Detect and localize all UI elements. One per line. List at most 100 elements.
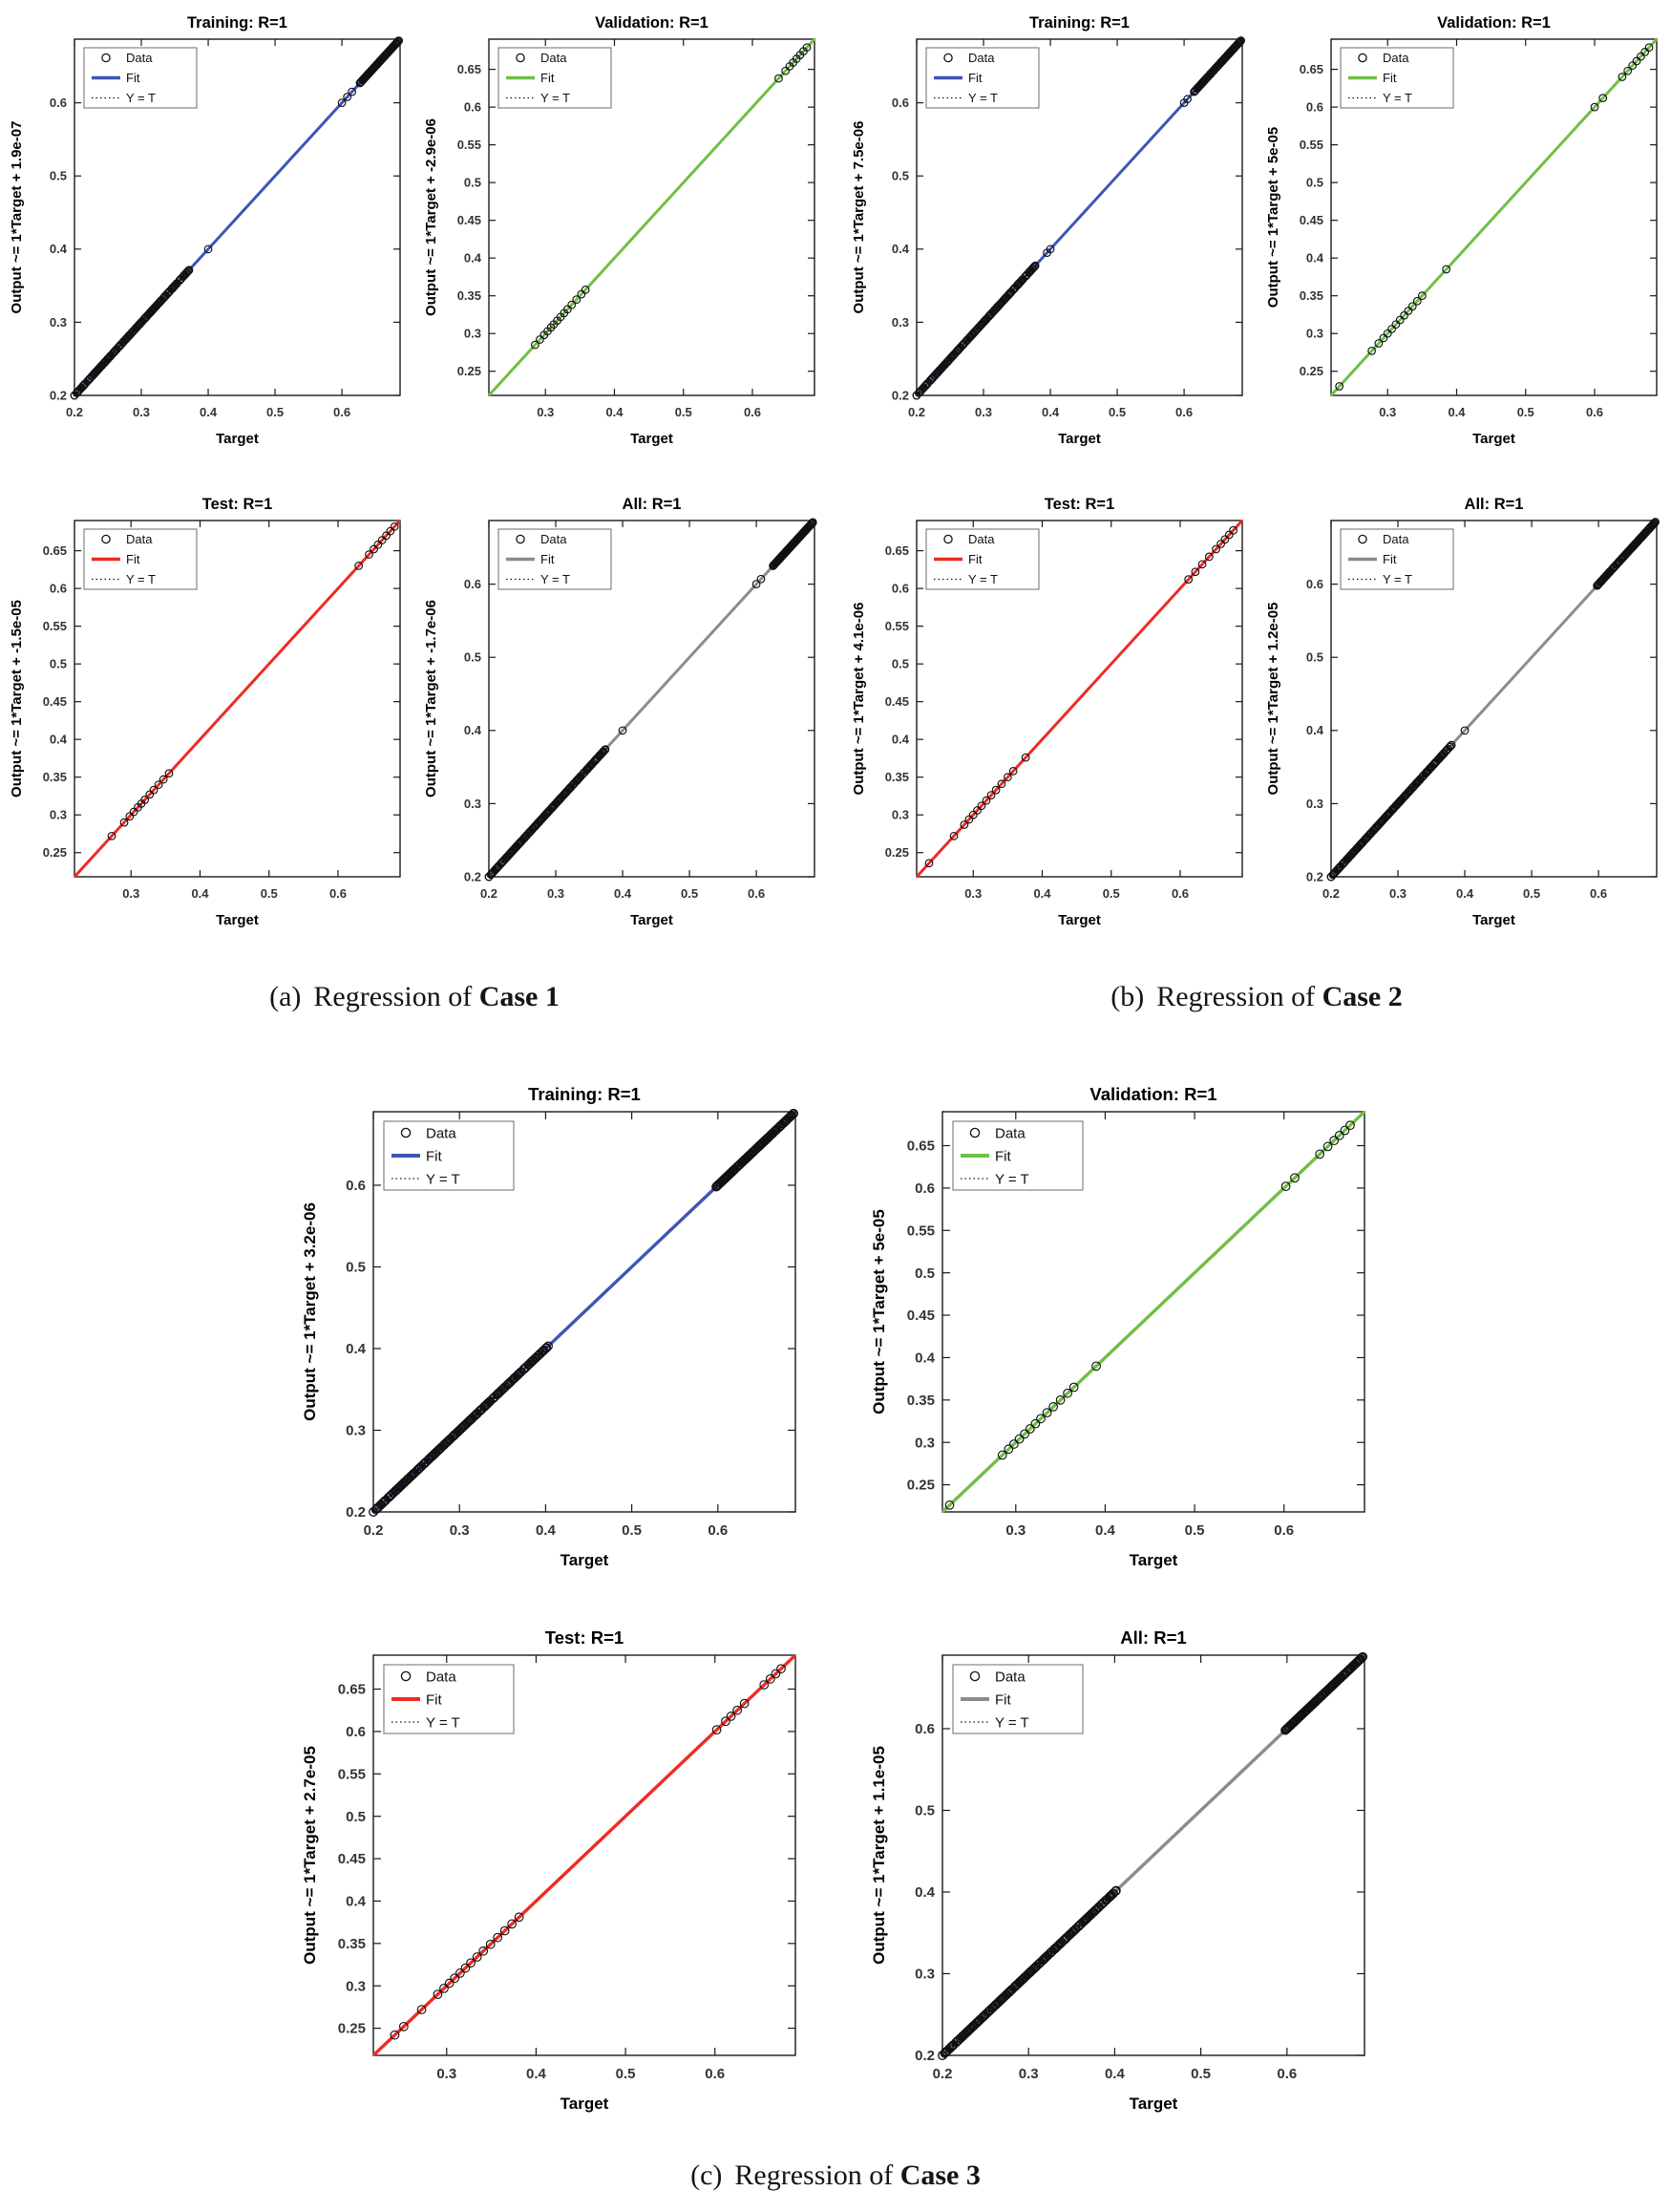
data-points	[531, 43, 812, 350]
x-tick-label: 0.5	[1185, 1522, 1205, 1539]
legend-label-data: Data	[1383, 51, 1409, 65]
legend: Data Fit Y = T	[83, 47, 198, 109]
y-tick-label: 0.5	[346, 1260, 366, 1276]
legend-label-data: Data	[426, 1125, 456, 1141]
y-tick-label: 0.3	[346, 1423, 366, 1439]
legend-label-yt: Y = T	[540, 572, 570, 586]
x-tick-label: 0.4	[1105, 2066, 1126, 2082]
legend-label-fit: Fit	[1383, 71, 1397, 85]
legend-data-marker-icon	[969, 1670, 981, 1682]
plot-cell: 0.2 0.3 0.4 0.5 0.6 0.2 0.3 0.4 0.5 0.6 Data Fit Y =…	[293, 1075, 809, 1577]
axes-frame	[372, 1654, 796, 2056]
y-tick-label: 0.5	[346, 1809, 366, 1825]
data-points	[484, 518, 817, 882]
y-axis-label: Output ~= 1*Target + 7.5e-06	[851, 121, 867, 314]
y-tick-label: 0.5	[50, 169, 67, 183]
x-tick-label: 0.5	[1517, 405, 1534, 419]
plot-cell: 0.3 0.4 0.5 0.6 0.25 0.3 0.35 0.4 0.45 0.5 0.55 0.6…	[1259, 6, 1669, 455]
caption-text: Regression of	[734, 2159, 894, 2191]
y-tick-label: 0.45	[43, 694, 67, 709]
x-tick-label: 0.4	[1448, 405, 1466, 419]
y-axis-label: Output ~= 1*Target + 5e-05	[1265, 127, 1281, 308]
y-tick-label: 0.55	[885, 619, 909, 633]
y-tick-label: 0.5	[1306, 176, 1323, 190]
y-tick-label: 0.4	[1306, 251, 1324, 266]
y-tick-label: 0.4	[464, 251, 482, 266]
case-3-plots-grid: 0.2 0.3 0.4 0.5 0.6 0.2 0.3 0.4 0.5 0.6 Data Fit Y =…	[293, 1075, 1378, 2120]
x-tick-label: 0.5	[266, 405, 284, 419]
figure-caption-b: (b) Regression of Case 2	[1110, 980, 1402, 1014]
x-tick-label: 0.6	[708, 1522, 728, 1539]
legend-box	[1340, 528, 1454, 590]
y-tick-label: 0.6	[1306, 577, 1323, 591]
y-tick-label: 0.6	[464, 100, 481, 115]
y-tick-label: 0.4	[346, 1894, 367, 1910]
x-tick-label: 0.5	[675, 405, 692, 419]
legend-label-data: Data	[426, 1669, 456, 1685]
legend-label-data: Data	[540, 51, 567, 65]
plot-title: All: R=1	[1120, 1627, 1186, 1648]
x-tick-label: 0.4	[1042, 405, 1060, 419]
x-axis-label: Target	[561, 1551, 609, 1569]
regression-subplot: 0.2 0.3 0.4 0.5 0.6 0.2 0.3 0.4 0.5 0.6 Data Fit Y =…	[1265, 496, 1660, 928]
legend-label-yt: Y = T	[426, 1714, 460, 1731]
plot-title: Test: R=1	[202, 496, 273, 513]
y-tick-label: 0.6	[346, 1724, 366, 1740]
x-tick-label: 0.2	[908, 405, 925, 419]
legend: Data Fit Y = T	[497, 47, 612, 109]
legend-data-marker-icon	[400, 1127, 412, 1138]
legend-label-yt: Y = T	[126, 572, 156, 586]
fit-line	[73, 519, 402, 879]
x-axis-label: Target	[561, 2095, 609, 2113]
legend-data-marker-icon	[516, 534, 525, 544]
legend-label-data: Data	[968, 51, 995, 65]
y-axis-label: Output ~= 1*Target + 3.2e-06	[301, 1202, 319, 1421]
y-tick-label: 0.4	[892, 733, 910, 747]
x-tick-label: 0.4	[526, 2066, 547, 2082]
y-axis-label: Output ~= 1*Target + 1.1e-05	[870, 1746, 888, 1965]
x-tick-label: 0.5	[616, 2066, 636, 2082]
legend-label-yt: Y = T	[995, 1171, 1029, 1187]
legend-label-fit: Fit	[540, 552, 555, 566]
regression-subplot: 0.2 0.3 0.4 0.5 0.6 0.2 0.3 0.4 0.5 0.6 Data Fit Y =…	[423, 496, 817, 928]
y-tick-label: 0.4	[346, 1341, 367, 1357]
y-tick-label: 0.4	[915, 1884, 936, 1901]
plot-title: Training: R=1	[528, 1084, 641, 1104]
y-tick-label: 0.4	[1306, 723, 1324, 737]
y-axis-label: Output ~= 1*Target + 1.9e-07	[9, 121, 25, 314]
legend: Data Fit Y = T	[1340, 47, 1454, 109]
y-tick-label: 0.45	[338, 1851, 366, 1867]
regression-subplot: 0.3 0.4 0.5 0.6 0.25 0.3 0.35 0.4 0.45 0.5 0.55 0.6…	[851, 496, 1244, 928]
x-axis-label: Target	[1058, 912, 1101, 928]
y-tick-label: 0.5	[1306, 650, 1323, 665]
x-tick-label: 0.3	[537, 405, 554, 419]
x-tick-label: 0.4	[614, 886, 632, 901]
x-tick-label: 0.6	[1277, 2066, 1297, 2082]
y-tick-label: 0.2	[915, 2048, 935, 2064]
x-axis-label: Target	[1130, 2095, 1178, 2113]
legend-data-marker-icon	[101, 53, 111, 63]
data-points	[369, 1108, 798, 1517]
caption-index: (a)	[269, 981, 302, 1012]
plot-title: Validation: R=1	[595, 14, 709, 32]
y-tick-label: 0.4	[892, 242, 910, 256]
y-tick-label: 0.55	[1300, 138, 1323, 152]
legend-label-data: Data	[1383, 532, 1409, 546]
y-tick-label: 0.3	[50, 315, 67, 330]
x-axis-label: Target	[630, 912, 673, 928]
y-tick-label: 0.6	[892, 96, 909, 110]
y-tick-label: 0.5	[50, 657, 67, 671]
y-tick-label: 0.35	[338, 1936, 366, 1952]
regression-subplot: 0.3 0.4 0.5 0.6 0.25 0.3 0.35 0.4 0.45 0.5 0.55 0.6…	[1265, 14, 1659, 447]
y-tick-label: 0.3	[892, 808, 909, 822]
y-tick-label: 0.55	[43, 619, 67, 633]
data-points	[1326, 518, 1660, 882]
x-tick-label: 0.4	[200, 405, 218, 419]
legend-data-marker-icon	[516, 53, 525, 63]
y-tick-label: 0.2	[892, 388, 909, 402]
legend-label-yt: Y = T	[995, 1714, 1029, 1731]
axes-frame	[74, 38, 401, 396]
y-axis-label: Output ~= 1*Target + 5e-05	[870, 1209, 888, 1414]
axes-frame	[1330, 38, 1658, 396]
